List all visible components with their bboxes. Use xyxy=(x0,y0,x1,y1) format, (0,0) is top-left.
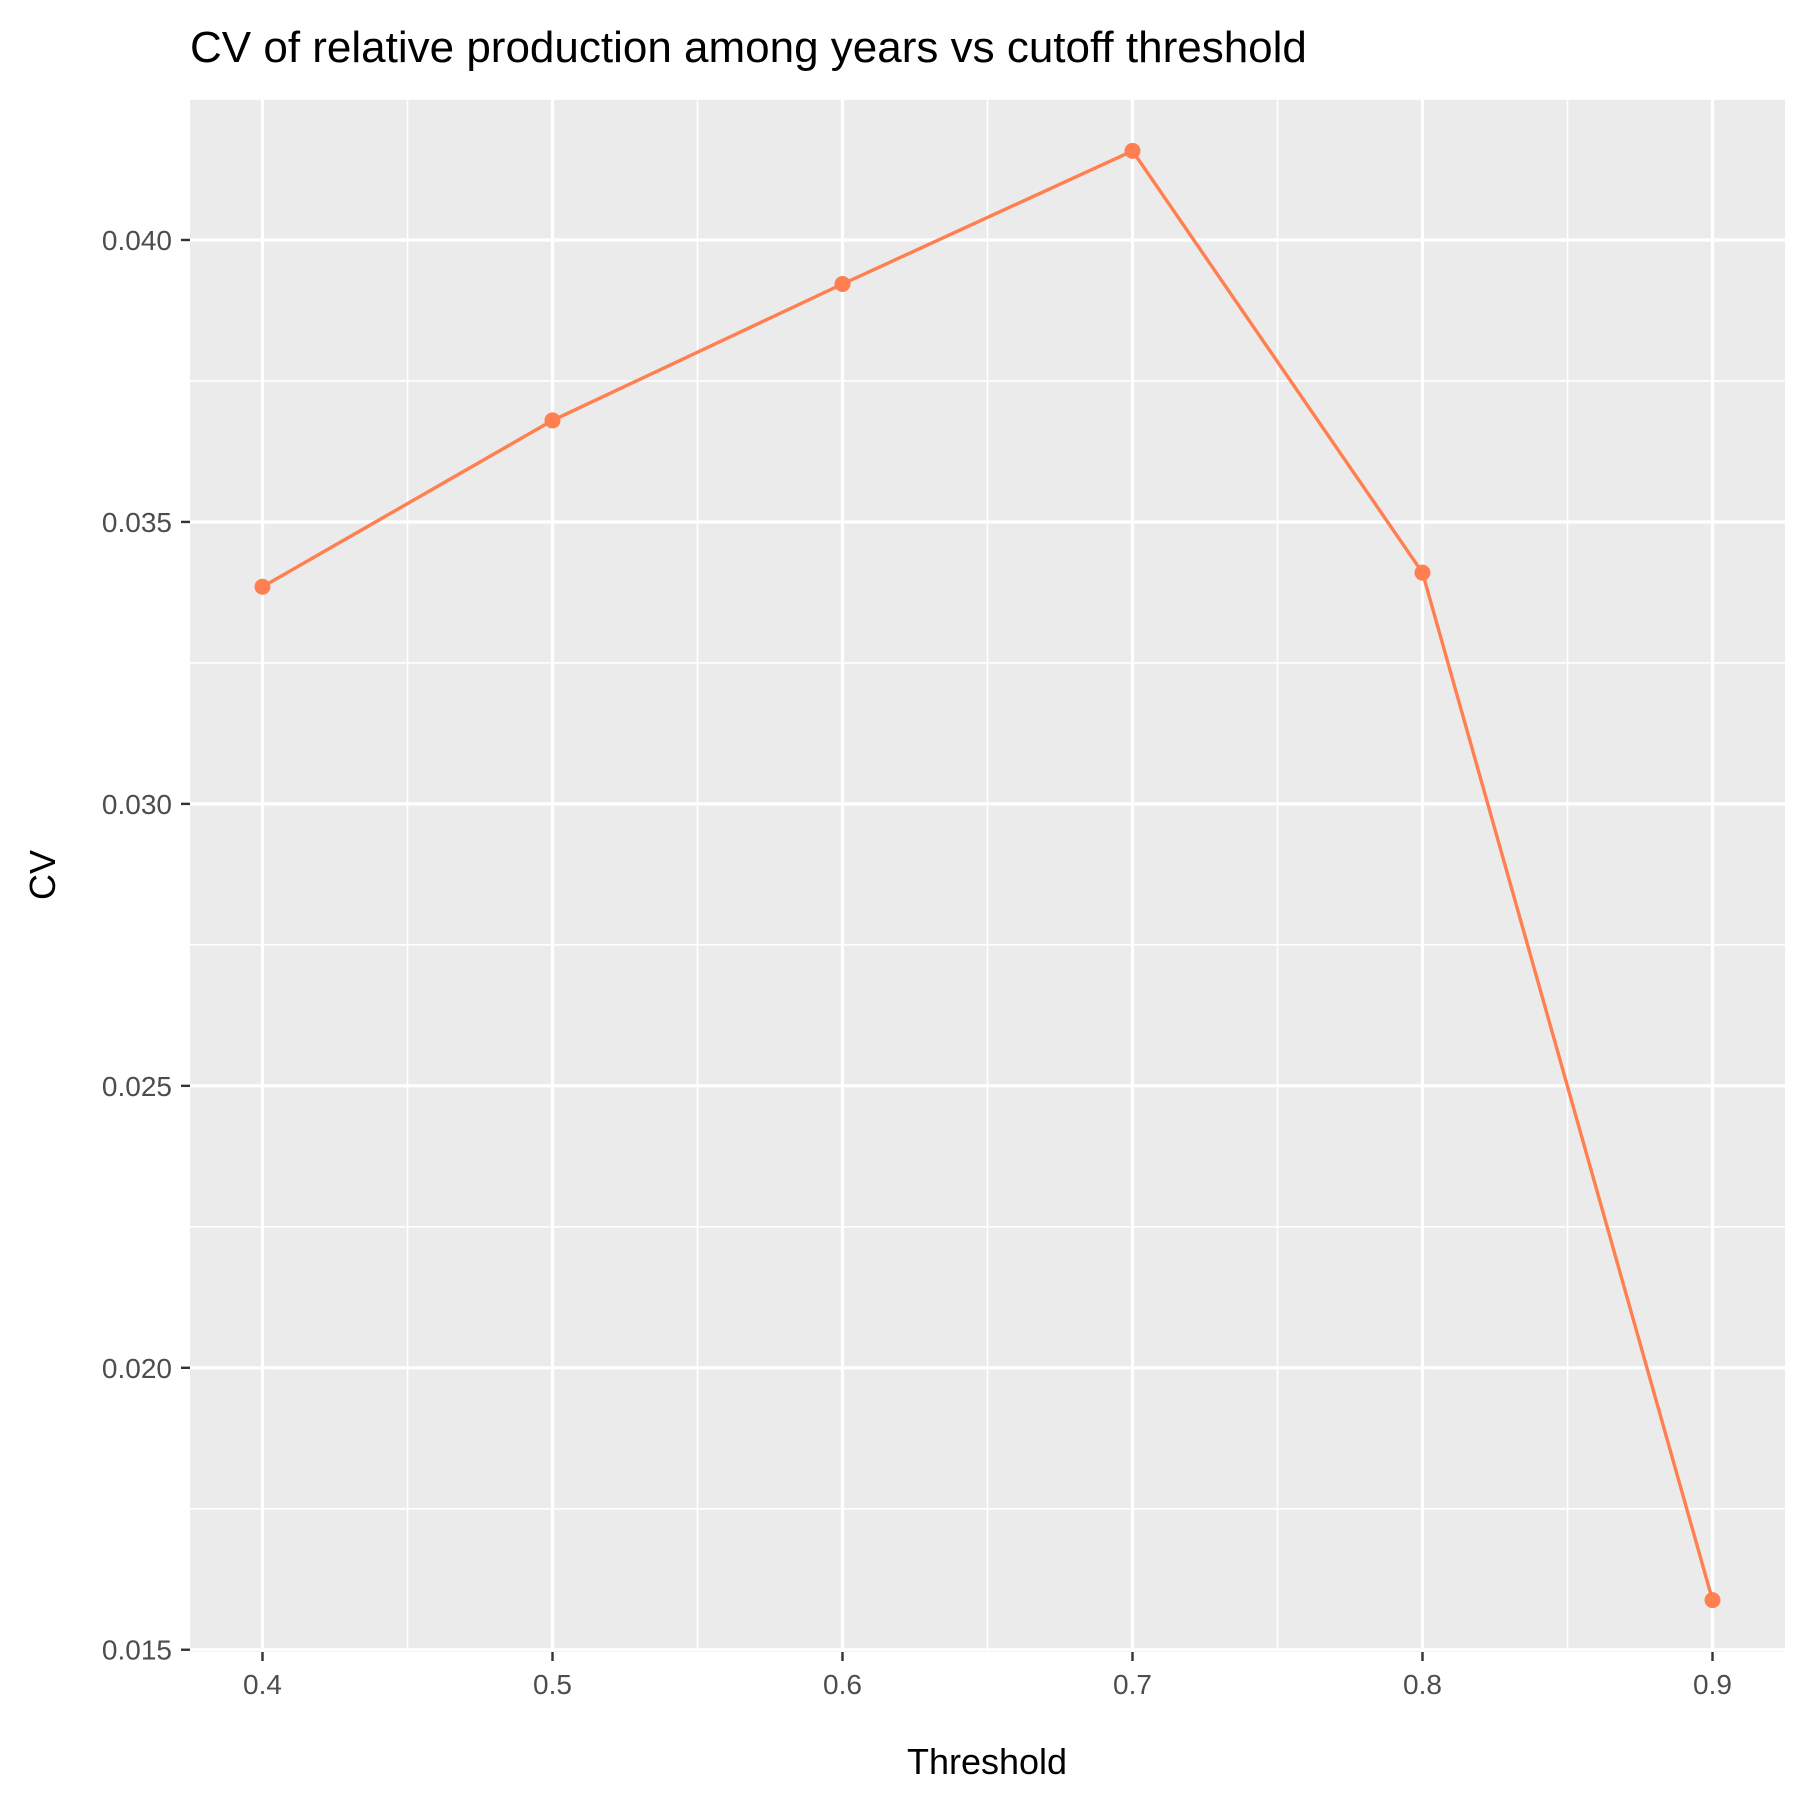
series-line xyxy=(261,149,1715,1601)
y-axis: 0.015 0.020 0.025 0.030 0.035 0.040 xyxy=(102,225,190,1666)
y-axis-title: CV xyxy=(22,850,63,900)
major-gridlines xyxy=(190,99,1785,1652)
y-tick-label: 0.035 xyxy=(102,507,172,538)
y-tick-label: 0.020 xyxy=(102,1353,172,1384)
data-point xyxy=(544,412,561,429)
x-tick-label: 0.6 xyxy=(823,1669,862,1700)
x-tick-label: 0.4 xyxy=(243,1669,282,1700)
x-tick-label: 0.5 xyxy=(533,1669,572,1700)
x-axis-title: Threshold xyxy=(907,1741,1067,1782)
data-point xyxy=(1124,142,1141,159)
data-point xyxy=(834,275,851,292)
x-axis: 0.4 0.5 0.6 0.7 0.8 0.9 xyxy=(243,1652,1732,1700)
y-tick-label: 0.015 xyxy=(102,1635,172,1666)
y-tick-label: 0.030 xyxy=(102,789,172,820)
data-point xyxy=(1704,1592,1721,1609)
y-tick-label: 0.040 xyxy=(102,225,172,256)
x-tick-label: 0.7 xyxy=(1113,1669,1152,1700)
minor-gridlines xyxy=(190,98,1785,1652)
x-tick-label: 0.9 xyxy=(1693,1669,1732,1700)
data-point xyxy=(254,578,271,595)
data-point xyxy=(1414,564,1431,581)
x-tick-label: 0.8 xyxy=(1403,1669,1442,1700)
y-tick-label: 0.025 xyxy=(102,1071,172,1102)
series-group xyxy=(254,142,1721,1609)
chart-title: CV of relative production among years vs… xyxy=(190,23,1307,72)
